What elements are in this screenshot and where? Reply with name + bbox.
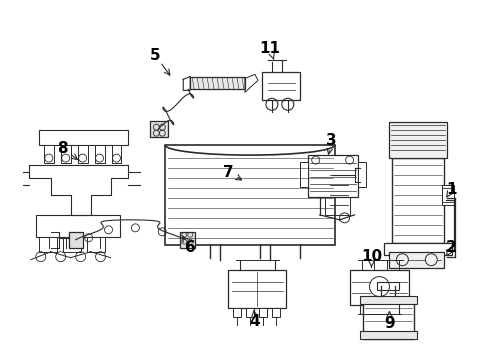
Bar xyxy=(36,215,120,237)
Text: 3: 3 xyxy=(325,132,336,148)
Bar xyxy=(324,165,349,215)
Text: 5: 5 xyxy=(150,48,161,63)
Bar xyxy=(377,282,399,289)
Bar xyxy=(111,145,121,163)
Bar xyxy=(388,252,443,268)
Text: 11: 11 xyxy=(259,41,280,56)
Bar xyxy=(441,185,453,205)
Text: 7: 7 xyxy=(223,165,233,180)
Text: 10: 10 xyxy=(360,249,381,264)
Bar xyxy=(61,145,71,163)
Text: 4: 4 xyxy=(249,314,260,329)
Bar xyxy=(86,237,104,252)
Bar xyxy=(384,243,451,255)
Bar xyxy=(359,332,416,339)
Text: 1: 1 xyxy=(445,183,455,198)
Text: 6: 6 xyxy=(184,240,195,255)
Bar xyxy=(227,270,285,307)
Text: 8: 8 xyxy=(57,141,68,156)
Bar xyxy=(150,121,168,137)
Bar xyxy=(78,145,87,163)
Bar xyxy=(165,145,334,245)
Bar xyxy=(245,307,253,318)
Bar xyxy=(233,307,241,318)
Bar xyxy=(62,237,81,252)
Bar xyxy=(180,232,195,248)
Bar xyxy=(299,162,307,187)
Bar xyxy=(271,307,279,318)
Bar xyxy=(94,145,104,163)
Bar xyxy=(359,296,416,303)
Bar xyxy=(349,270,408,305)
Text: 9: 9 xyxy=(384,316,394,331)
Bar xyxy=(39,130,128,145)
Bar xyxy=(392,158,443,243)
Text: 2: 2 xyxy=(445,240,456,255)
Bar xyxy=(259,307,266,318)
Bar xyxy=(362,298,413,339)
Bar xyxy=(262,72,299,100)
Bar xyxy=(44,145,54,163)
Bar xyxy=(190,77,244,89)
Bar xyxy=(307,155,357,197)
Bar xyxy=(68,232,82,248)
Bar xyxy=(404,255,431,267)
Bar xyxy=(357,162,365,187)
Bar xyxy=(39,237,57,252)
Bar xyxy=(388,122,447,158)
